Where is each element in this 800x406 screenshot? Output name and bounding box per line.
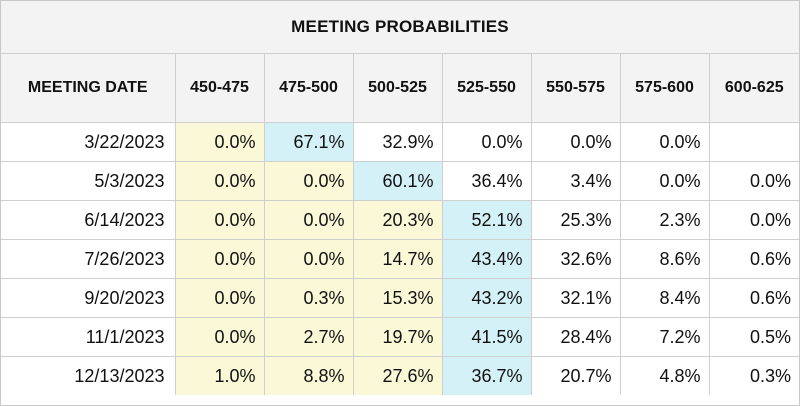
- meeting-date-cell: 12/13/2023: [1, 356, 176, 395]
- probability-cell: 19.7%: [352, 317, 443, 357]
- probability-cell: 0.0%: [263, 200, 354, 240]
- probability-cell: 43.4%: [441, 239, 532, 279]
- column-header-575-600: 575-600: [619, 54, 710, 123]
- probability-cell: 0.0%: [708, 161, 799, 201]
- table-row: 6/14/2023 0.0% 0.0% 20.3% 52.1% 25.3% 2.3% 0.0%: [1, 200, 799, 240]
- probability-cell: 15.3%: [352, 278, 443, 318]
- probability-cell: 36.7%: [441, 356, 532, 395]
- probability-cell: 8.6%: [619, 239, 710, 279]
- column-header-meeting-date: MEETING DATE: [1, 54, 176, 123]
- probability-cell: 0.5%: [708, 317, 799, 357]
- probability-cell: 0.3%: [263, 278, 354, 318]
- table-row: 3/22/2023 0.0% 67.1% 32.9% 0.0% 0.0% 0.0%: [1, 122, 799, 162]
- probability-cell: 43.2%: [441, 278, 532, 318]
- meeting-date-cell: 7/26/2023: [1, 239, 176, 279]
- table-row: 12/13/2023 1.0% 8.8% 27.6% 36.7% 20.7% 4.8% 0.3…: [1, 356, 799, 395]
- meeting-date-cell: 9/20/2023: [1, 278, 176, 318]
- probability-cell: 36.4%: [441, 161, 532, 201]
- meeting-date-cell: 3/22/2023: [1, 122, 176, 162]
- probability-cell: 28.4%: [530, 317, 621, 357]
- probability-cell: 32.1%: [530, 278, 621, 318]
- probability-cell: 8.4%: [619, 278, 710, 318]
- probability-cell: 60.1%: [352, 161, 443, 201]
- probability-cell: 2.7%: [263, 317, 354, 357]
- table-row: 7/26/2023 0.0% 0.0% 14.7% 43.4% 32.6% 8.6% 0.6%: [1, 239, 799, 279]
- probability-cell: 67.1%: [263, 122, 354, 162]
- probability-cell: 0.0%: [174, 278, 265, 318]
- column-header-600-625: 600-625: [708, 54, 799, 123]
- table-row: 9/20/2023 0.0% 0.3% 15.3% 43.2% 32.1% 8.4% 0.6%: [1, 278, 799, 318]
- probability-cell: 25.3%: [530, 200, 621, 240]
- meeting-date-cell: 11/1/2023: [1, 317, 176, 357]
- column-header-550-575: 550-575: [530, 54, 621, 123]
- meeting-date-cell: 6/14/2023: [1, 200, 176, 240]
- probability-cell: 52.1%: [441, 200, 532, 240]
- probability-cell: 7.2%: [619, 317, 710, 357]
- probability-cell: 0.0%: [174, 200, 265, 240]
- probability-cell: 0.0%: [530, 122, 621, 162]
- probability-cell: 8.8%: [263, 356, 354, 395]
- probability-cell: 41.5%: [441, 317, 532, 357]
- meeting-date-cell: 5/3/2023: [1, 161, 176, 201]
- probability-cell: 4.8%: [619, 356, 710, 395]
- probability-cell: 20.7%: [530, 356, 621, 395]
- probability-cell: 32.6%: [530, 239, 621, 279]
- probability-cell: 0.0%: [174, 122, 265, 162]
- probability-cell: 0.3%: [708, 356, 799, 395]
- probability-cell: 0.0%: [263, 161, 354, 201]
- column-header-500-525: 500-525: [352, 54, 443, 123]
- probability-cell: 27.6%: [352, 356, 443, 395]
- probability-cell: 0.0%: [174, 161, 265, 201]
- probability-cell: 0.0%: [708, 200, 799, 240]
- column-header-475-500: 475-500: [263, 54, 354, 123]
- probability-cell: [708, 122, 799, 162]
- table-row: 5/3/2023 0.0% 0.0% 60.1% 36.4% 3.4% 0.0% 0.0%: [1, 161, 799, 201]
- column-header-525-550: 525-550: [441, 54, 532, 123]
- probability-cell: 0.0%: [263, 239, 354, 279]
- probabilities-table: MEETING DATE 450-475 475-500 500-525 525…: [1, 54, 799, 395]
- probability-cell: 3.4%: [530, 161, 621, 201]
- probability-cell: 0.0%: [174, 317, 265, 357]
- header-row: MEETING DATE 450-475 475-500 500-525 525…: [1, 54, 799, 123]
- probability-cell: 2.3%: [619, 200, 710, 240]
- panel-title: MEETING PROBABILITIES: [1, 1, 799, 54]
- probability-cell: 1.0%: [174, 356, 265, 395]
- probability-cell: 0.6%: [708, 239, 799, 279]
- column-header-450-475: 450-475: [174, 54, 265, 123]
- table-body: 3/22/2023 0.0% 67.1% 32.9% 0.0% 0.0% 0.0% 5/3/2…: [1, 122, 799, 395]
- probability-cell: 0.0%: [441, 122, 532, 162]
- probability-cell: 32.9%: [352, 122, 443, 162]
- probability-cell: 20.3%: [352, 200, 443, 240]
- probability-cell: 0.0%: [174, 239, 265, 279]
- probability-cell: 0.6%: [708, 278, 799, 318]
- probability-cell: 0.0%: [619, 161, 710, 201]
- probability-cell: 0.0%: [619, 122, 710, 162]
- probability-cell: 14.7%: [352, 239, 443, 279]
- table-row: 11/1/2023 0.0% 2.7% 19.7% 41.5% 28.4% 7.2% 0.5%: [1, 317, 799, 357]
